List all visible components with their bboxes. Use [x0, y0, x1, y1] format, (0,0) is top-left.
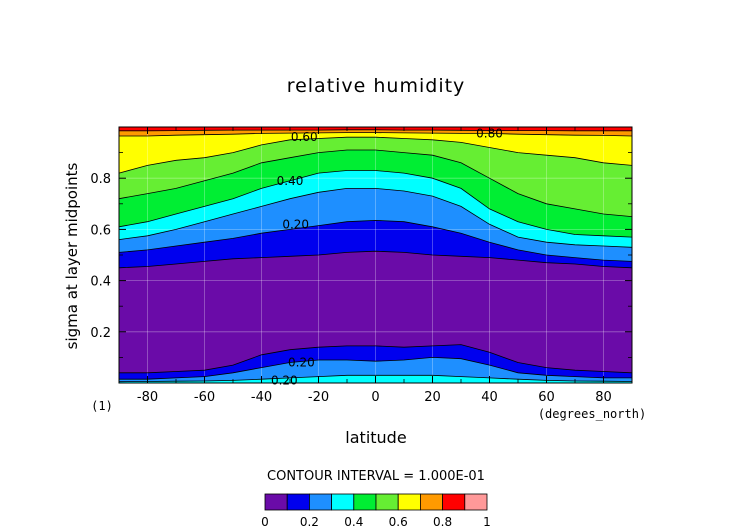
- chart-title: relative humidity: [287, 75, 466, 97]
- contour-line-0.3: [118, 188, 633, 248]
- colorbar-swatch: [353, 493, 377, 511]
- colorbar: 0 0.2 0.4 0.6 0.8 1: [261, 493, 491, 529]
- colorbar-tick-label: 0.8: [433, 515, 452, 529]
- band-level-0.1: [119, 220, 632, 268]
- colorbar-swatch: [264, 493, 288, 511]
- colorbar-swatch: [464, 493, 488, 511]
- x-axis-label: latitude: [345, 428, 406, 447]
- colorbar-tick-label: 0.6: [389, 515, 408, 529]
- x-tick-label: 80: [595, 390, 612, 405]
- lower-band-level-0.1: [119, 344, 632, 380]
- colorbar-swatch: [308, 493, 332, 511]
- colorbar-swatch: [331, 493, 355, 511]
- corner-label: (1): [91, 399, 113, 413]
- colorbar-tick-label: 0.4: [344, 515, 363, 529]
- band-level-0.4: [119, 150, 632, 238]
- x-tick-label: 20: [424, 390, 441, 405]
- band-level-0.6: [119, 132, 632, 174]
- x-tick-label: -40: [251, 390, 272, 405]
- band-level-0.3: [119, 170, 632, 248]
- x-tick-label: -80: [137, 390, 158, 405]
- x-tick-label: 60: [538, 390, 555, 405]
- band-level-0.5: [119, 137, 632, 217]
- colorbar-tick-label: 0: [261, 515, 269, 529]
- contour-plot-area: [118, 127, 633, 383]
- contour-label: 0.60: [291, 130, 318, 144]
- contour-line-0.1: [118, 250, 633, 269]
- lower-contour-line-0.1: [119, 344, 633, 374]
- y-tick-label: 0.6: [90, 223, 111, 238]
- x-tick-label: -60: [194, 390, 215, 405]
- band-level-0.2: [119, 188, 632, 262]
- contour-label: 0.20: [271, 373, 298, 387]
- x-tick-label: -20: [308, 390, 329, 405]
- colorbar-swatch: [442, 493, 466, 511]
- contour-label: 0.20: [288, 356, 315, 370]
- contour-label: 0.40: [277, 174, 304, 188]
- colorbar-tick-label: 1: [483, 515, 491, 529]
- contour-label: 0.20: [282, 217, 309, 231]
- contour-line-0.2: [118, 219, 633, 262]
- lower-band-level-0.2: [119, 357, 632, 382]
- contour-line-0.6: [118, 136, 633, 174]
- colorbar-tick-label: 0.2: [300, 515, 319, 529]
- x-tick-label: 0: [371, 390, 379, 405]
- colorbar-swatch: [375, 493, 399, 511]
- contour-line-0.5: [118, 149, 633, 217]
- band-level-0.7: [119, 129, 632, 136]
- plot-axes: -80 -60 -40 -20 0 20 40 60 80 0.2 0.4 0.6 0.8: [90, 126, 633, 405]
- contour-line-0.4: [118, 170, 633, 238]
- y-tick-label: 0.4: [90, 275, 111, 290]
- x-axis-units: (degrees_north): [538, 407, 646, 421]
- x-tick-label: 40: [481, 390, 498, 405]
- colorbar-swatch: [419, 493, 443, 511]
- y-tick-label: 0.8: [90, 172, 111, 187]
- y-tick-label: 0.2: [90, 326, 111, 341]
- colorbar-swatch: [397, 493, 421, 511]
- y-axis-label: sigma at layer midpoints: [63, 162, 81, 349]
- contour-labels: 0.800.600.400.200.200.20: [271, 126, 503, 387]
- contour-interval-label: CONTOUR INTERVAL = 1.000E-01: [267, 469, 485, 484]
- colorbar-swatch: [286, 493, 310, 511]
